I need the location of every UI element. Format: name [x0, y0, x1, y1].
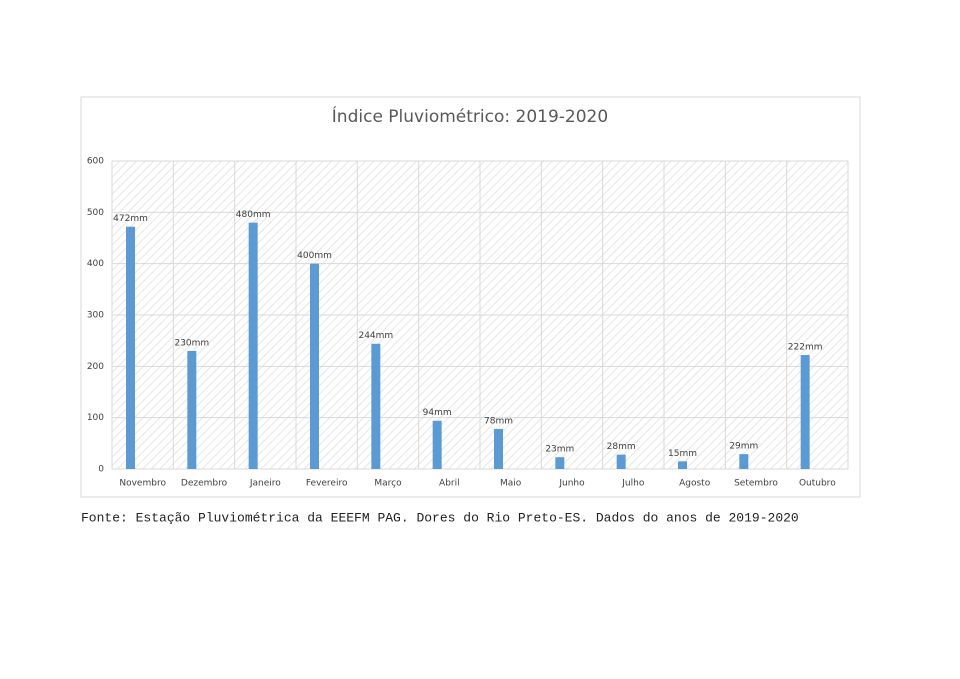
value-label: 23mm: [545, 445, 574, 455]
value-label: 244mm: [358, 331, 393, 341]
value-label: 78mm: [484, 416, 513, 426]
bar: [248, 222, 258, 469]
y-tick-label: 400: [87, 259, 104, 269]
y-tick-label: 100: [87, 413, 104, 423]
x-tick-label: Fevereiro: [306, 479, 348, 489]
x-tick-label: Setembro: [734, 479, 778, 489]
value-label: 222mm: [788, 343, 823, 353]
y-tick-label: 0: [98, 465, 104, 475]
x-tick-label: Dezembro: [181, 479, 228, 489]
value-label: 230mm: [174, 338, 209, 348]
value-label: 400mm: [297, 251, 332, 261]
x-tick-label: Novembro: [119, 479, 166, 489]
y-tick-label: 500: [87, 208, 104, 218]
x-tick-label: Maio: [500, 479, 522, 489]
chart-title: Índice Pluviométrico: 2019-2020: [332, 105, 608, 127]
bar: [678, 461, 687, 469]
x-tick-label: Janeiro: [249, 479, 281, 489]
bar: [432, 420, 442, 469]
value-label: 15mm: [668, 449, 697, 459]
bar: [371, 343, 381, 469]
y-tick-label: 600: [87, 157, 104, 167]
value-label: 480mm: [236, 210, 271, 220]
x-tick-label: Junho: [558, 479, 585, 489]
y-tick-label: 200: [87, 362, 104, 372]
value-label: 28mm: [607, 442, 636, 452]
bar: [494, 428, 503, 469]
value-label: 29mm: [729, 442, 758, 452]
bar: [739, 454, 749, 469]
y-tick-label: 300: [87, 311, 104, 321]
value-label: 94mm: [423, 408, 452, 418]
x-tick-label: Outubro: [799, 479, 836, 489]
x-tick-label: Julho: [621, 479, 645, 489]
bar: [616, 454, 626, 469]
bar: [555, 457, 565, 469]
x-tick-label: Março: [374, 479, 402, 489]
x-tick-label: Abril: [439, 479, 460, 489]
x-tick-label: Agosto: [679, 479, 711, 489]
bar: [126, 226, 135, 469]
bar: [800, 355, 810, 469]
source-note: Fonte: Estação Pluviométrica da EEEFM PA…: [81, 510, 799, 525]
value-label: 472mm: [113, 214, 148, 224]
bar: [187, 350, 197, 469]
bar: [310, 263, 319, 469]
